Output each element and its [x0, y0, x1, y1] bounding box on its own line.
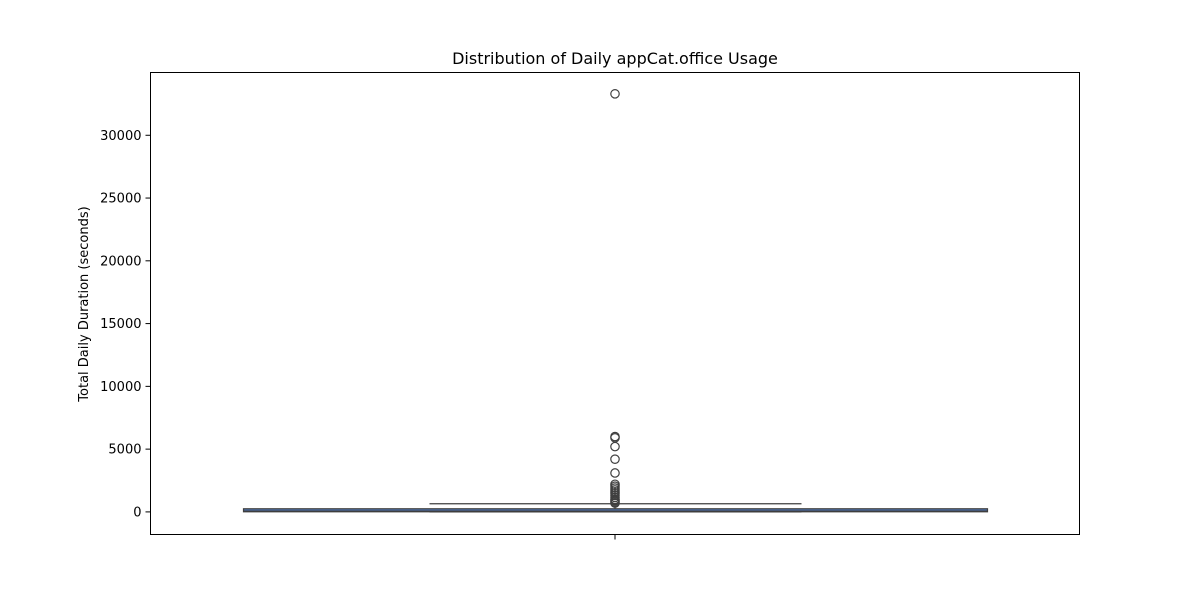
y-tick-label: 5000 [108, 443, 141, 458]
y-tick-label: 10000 [100, 380, 141, 395]
chart-title: Distribution of Daily appCat.office Usag… [452, 49, 778, 68]
y-axis-label: Total Daily Duration (seconds) [77, 206, 92, 402]
outlier-point [610, 89, 620, 99]
plot-frame [150, 72, 1080, 535]
outlier-point [610, 441, 620, 452]
y-axis-ticks: 0 5000 10000 15000 20000 25000 30000 [100, 129, 151, 520]
y-tick-label: 0 [133, 505, 141, 520]
plot-area [242, 89, 989, 513]
y-tick-label: 20000 [100, 254, 141, 269]
y-tick-label: 15000 [100, 317, 141, 332]
y-tick-label: 25000 [100, 192, 141, 207]
outlier-point [610, 468, 620, 478]
outlier-point [610, 454, 620, 464]
iqr-box [242, 508, 989, 513]
y-tick-label: 30000 [100, 129, 141, 144]
outlier-point [610, 498, 620, 508]
